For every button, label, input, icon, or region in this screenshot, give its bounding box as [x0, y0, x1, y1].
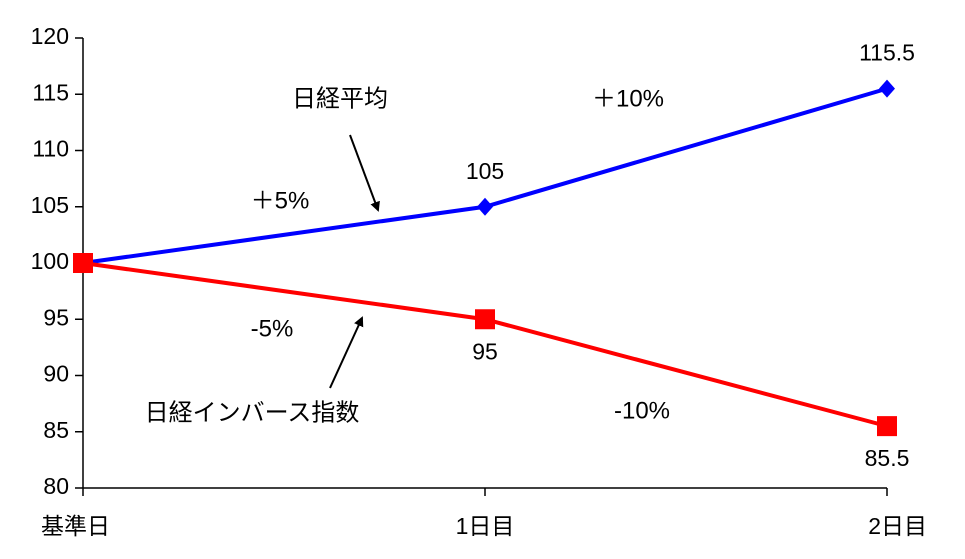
- y-tick-label: 80: [43, 473, 69, 499]
- y-tick-label: 95: [43, 304, 69, 330]
- annotation: 日経平均: [292, 85, 388, 112]
- y-tick-label: 100: [31, 248, 69, 274]
- marker: [879, 79, 895, 98]
- data-label: 105: [466, 158, 504, 184]
- annotation: -5%: [251, 315, 294, 342]
- annotation: -10%: [614, 397, 670, 424]
- marker: [877, 416, 897, 437]
- annotation: ＋5%: [251, 187, 310, 214]
- arrow: [329, 316, 364, 389]
- data-label: 115.5: [859, 40, 915, 66]
- y-tick-label: 115: [32, 79, 69, 105]
- marker: [475, 309, 495, 330]
- x-tick-label: 2日目: [868, 513, 927, 539]
- data-label: 85.5: [865, 445, 910, 471]
- arrow: [349, 134, 380, 212]
- annotation: 日経インバース指数: [145, 399, 360, 426]
- y-tick-label: 110: [32, 136, 69, 162]
- x-tick-label: 1日目: [456, 513, 515, 539]
- y-tick-label: 90: [43, 361, 69, 387]
- marker: [73, 253, 93, 273]
- annotation: ＋10%: [592, 85, 664, 112]
- x-tick-label: 基準日: [41, 513, 110, 539]
- y-tick-label: 120: [31, 23, 69, 49]
- y-tick-label: 85: [43, 417, 69, 443]
- marker: [477, 197, 493, 216]
- y-tick-label: 105: [31, 192, 69, 218]
- data-label: 95: [472, 338, 498, 364]
